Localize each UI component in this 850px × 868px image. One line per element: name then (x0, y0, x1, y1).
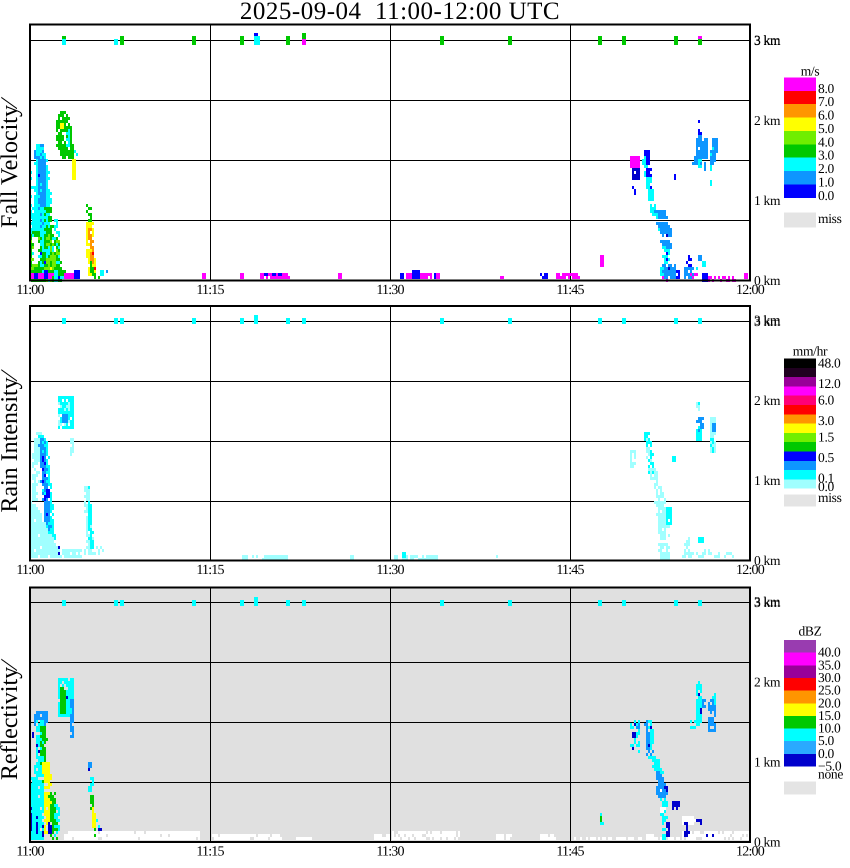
svg-text:3.0: 3.0 (818, 413, 835, 428)
svg-text:Rain Intensity∕: Rain Intensity∕ (0, 368, 23, 512)
svg-text:1 km: 1 km (754, 755, 781, 770)
svg-text:1 km: 1 km (754, 473, 781, 488)
svg-text:2 km: 2 km (754, 674, 781, 689)
svg-text:0 km: 0 km (754, 273, 781, 288)
svg-text:Reflectivity∕: Reflectivity∕ (0, 658, 23, 780)
svg-text:mm/hr: mm/hr (793, 344, 828, 359)
svg-text:0.5: 0.5 (818, 450, 835, 465)
svg-text:11:00: 11:00 (16, 563, 44, 578)
svg-text:1.5: 1.5 (818, 430, 835, 445)
svg-text:11:45: 11:45 (556, 563, 584, 578)
svg-text:5.0: 5.0 (818, 733, 835, 748)
svg-text:11:30: 11:30 (376, 845, 404, 860)
svg-text:Fall Velocity∕: Fall Velocity∕ (0, 96, 23, 228)
svg-text:1 km: 1 km (754, 193, 781, 208)
svg-text:20.0: 20.0 (818, 695, 841, 710)
svg-text:48.0: 48.0 (818, 356, 841, 371)
svg-text:3 km: 3 km (754, 314, 781, 329)
svg-text:11:00: 11:00 (16, 845, 44, 860)
svg-text:12:00: 12:00 (736, 283, 765, 298)
svg-text:10.0: 10.0 (818, 721, 841, 736)
svg-text:11:30: 11:30 (376, 283, 404, 298)
svg-text:11:45: 11:45 (556, 845, 584, 860)
svg-text:15.0: 15.0 (818, 708, 841, 723)
svg-text:5.0: 5.0 (818, 121, 835, 136)
svg-text:35.0: 35.0 (818, 657, 841, 672)
svg-text:3 km: 3 km (754, 33, 781, 48)
svg-text:2 km: 2 km (754, 393, 781, 408)
svg-text:25.0: 25.0 (818, 683, 841, 698)
svg-text:11:45: 11:45 (556, 283, 584, 298)
svg-text:3 km: 3 km (754, 594, 781, 609)
svg-text:6.0: 6.0 (818, 393, 835, 408)
svg-text:11:15: 11:15 (196, 283, 224, 298)
svg-text:12.0: 12.0 (818, 376, 841, 391)
svg-text:miss: miss (818, 490, 842, 505)
svg-text:2.0: 2.0 (818, 161, 835, 176)
svg-text:0 km: 0 km (754, 553, 781, 568)
svg-text:miss: miss (818, 211, 842, 226)
svg-text:30.0: 30.0 (818, 670, 841, 685)
svg-text:3 km: 3 km (754, 33, 781, 48)
svg-text:−5.0: −5.0 (818, 759, 842, 774)
svg-text:dBZ: dBZ (798, 624, 821, 639)
svg-text:7.0: 7.0 (818, 94, 835, 109)
svg-text:0.0: 0.0 (818, 188, 835, 203)
svg-text:11:15: 11:15 (196, 845, 224, 860)
svg-text:6.0: 6.0 (818, 108, 835, 123)
svg-text:0.0: 0.0 (818, 479, 835, 494)
svg-text:40.0: 40.0 (818, 645, 841, 660)
svg-text:11:00: 11:00 (16, 283, 44, 298)
svg-text:0 km: 0 km (754, 835, 781, 850)
svg-text:m/s: m/s (801, 64, 820, 79)
svg-text:12:00: 12:00 (736, 563, 765, 578)
svg-text:3.0: 3.0 (818, 148, 835, 163)
svg-text:1.0: 1.0 (818, 174, 835, 189)
svg-text:0.0: 0.0 (818, 746, 835, 761)
svg-text:4.0: 4.0 (818, 134, 835, 149)
svg-text:11:30: 11:30 (376, 563, 404, 578)
svg-text:11:15: 11:15 (196, 563, 224, 578)
svg-text:none: none (818, 767, 843, 782)
svg-text:3 km: 3 km (754, 313, 781, 328)
svg-text:12:00: 12:00 (736, 845, 765, 860)
svg-text:0.1: 0.1 (818, 471, 834, 486)
svg-text:8.0: 8.0 (818, 81, 835, 96)
svg-text:2 km: 2 km (754, 113, 781, 128)
svg-text:2025-09-04 11:00-12:00 UTC: 2025-09-04 11:00-12:00 UTC (240, 0, 560, 25)
svg-text:3 km: 3 km (754, 595, 781, 610)
